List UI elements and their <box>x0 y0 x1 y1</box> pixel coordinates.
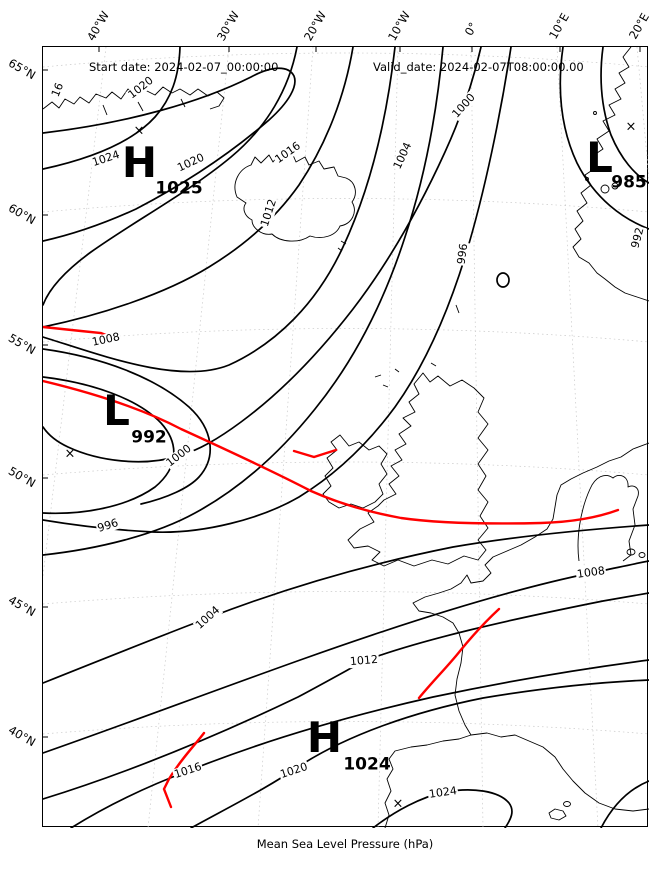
longitude-tick-label: 10°E <box>546 10 572 42</box>
latitude-tick-label: 40°N <box>5 722 39 750</box>
latitude-tick-label: 55°N <box>5 330 39 358</box>
front-line <box>292 448 338 459</box>
figure-caption: Mean Sea Level Pressure (hPa) <box>256 837 434 851</box>
valid-date-title: Valid_date: 2024-02-07T08:00:00.00 <box>373 60 584 74</box>
start-date-title: Start date: 2024-02-07_00:00:00 <box>89 60 279 74</box>
latitude-tick-label: 60°N <box>5 200 39 228</box>
coastline-layer <box>43 47 649 828</box>
axis-ticks <box>43 47 641 738</box>
graticule-layer <box>43 47 649 828</box>
front-line <box>43 379 620 525</box>
longitude-tick-label: 0° <box>461 19 481 39</box>
latitude-tick-label: 65°N <box>5 55 39 83</box>
front-line <box>43 325 118 341</box>
front-line <box>162 731 206 809</box>
isobar-contours <box>43 47 649 828</box>
front-lines-layer <box>43 325 620 809</box>
longitude-tick-label: 10°W <box>384 8 414 44</box>
longitude-tick-label: 20°W <box>300 8 330 44</box>
map-canvas <box>43 47 649 828</box>
latitude-tick-label: 50°N <box>5 463 39 491</box>
map-plot: 16 1020 1024 1020 1016 1012 1004 1000 996 992 1008… <box>42 46 649 828</box>
latitude-tick-label: 45°N <box>5 592 39 620</box>
longitude-tick-label: 20°E <box>626 10 652 42</box>
front-line <box>417 607 501 700</box>
longitude-tick-label: 30°W <box>213 8 243 44</box>
longitude-tick-label: 40°W <box>83 8 113 44</box>
